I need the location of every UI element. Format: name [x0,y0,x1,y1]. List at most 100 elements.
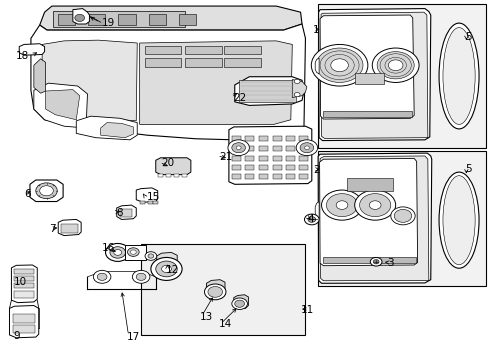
Text: 18: 18 [15,51,28,61]
Polygon shape [136,188,158,202]
Circle shape [369,257,381,266]
Text: 15: 15 [147,192,160,202]
Circle shape [236,146,241,149]
Polygon shape [206,280,224,299]
Text: 21: 21 [219,152,232,162]
Ellipse shape [442,28,474,125]
Text: 13: 13 [199,312,212,322]
Bar [272,156,281,161]
Circle shape [311,44,367,86]
Text: 7: 7 [49,225,56,234]
Polygon shape [58,220,81,235]
Bar [285,165,294,170]
Circle shape [307,217,315,222]
Circle shape [156,261,177,277]
Bar [238,80,296,102]
Text: 6: 6 [24,189,31,199]
Polygon shape [76,116,137,140]
Circle shape [231,143,245,153]
Text: 19: 19 [102,18,115,28]
Circle shape [105,243,130,261]
Polygon shape [318,153,431,283]
Bar [299,174,307,179]
Circle shape [393,210,411,222]
Circle shape [36,183,57,199]
Bar [153,201,158,204]
Bar [354,73,383,84]
Polygon shape [140,41,292,125]
Bar [61,224,78,233]
Circle shape [326,194,357,217]
Bar [317,150,485,286]
Bar [346,178,392,191]
Text: 1: 1 [312,25,319,35]
Polygon shape [30,180,63,202]
Circle shape [145,252,157,260]
Bar [245,156,254,161]
Circle shape [330,59,347,72]
Polygon shape [73,9,89,24]
Bar [259,145,267,150]
Circle shape [75,14,84,22]
Polygon shape [42,40,137,121]
Polygon shape [315,202,319,218]
Bar [245,174,254,179]
Bar [259,156,267,161]
Ellipse shape [442,176,474,265]
Text: 4: 4 [307,215,314,224]
Bar [14,291,34,298]
Bar [184,58,221,67]
Bar [323,111,411,117]
Ellipse shape [438,23,478,129]
Bar [158,174,162,177]
Circle shape [207,287,222,297]
Text: 20: 20 [161,158,174,168]
Text: 5: 5 [464,164,470,174]
Bar [182,174,186,177]
Circle shape [304,214,319,225]
Bar [224,58,260,67]
Bar [14,276,34,281]
Polygon shape [292,80,306,98]
Circle shape [227,140,249,156]
Circle shape [294,79,300,84]
Circle shape [114,249,122,255]
Bar [118,14,135,25]
Bar [259,135,267,140]
Circle shape [148,254,154,258]
Bar [272,165,281,170]
Polygon shape [9,306,39,338]
Bar [232,135,241,140]
Polygon shape [156,158,190,175]
Circle shape [359,194,390,217]
Bar [120,210,132,217]
Bar [13,324,35,333]
Polygon shape [320,15,413,119]
Circle shape [204,284,225,300]
Polygon shape [117,205,136,220]
Circle shape [93,270,111,283]
Bar [299,156,307,161]
Bar [174,174,179,177]
Bar [144,58,181,67]
Circle shape [371,48,418,82]
Bar [178,14,195,25]
Circle shape [234,300,244,307]
Circle shape [368,201,380,210]
Polygon shape [34,59,45,93]
Circle shape [300,143,313,153]
Bar [232,145,241,150]
Bar [232,156,241,161]
Bar [245,145,254,150]
Bar [272,145,281,150]
Bar [148,14,165,25]
Bar [144,45,181,54]
Circle shape [110,247,125,258]
Circle shape [376,51,413,79]
Circle shape [296,140,317,156]
Text: 3: 3 [386,258,393,268]
Bar [272,174,281,179]
Bar [224,45,260,54]
Polygon shape [315,58,319,74]
Bar [285,174,294,179]
